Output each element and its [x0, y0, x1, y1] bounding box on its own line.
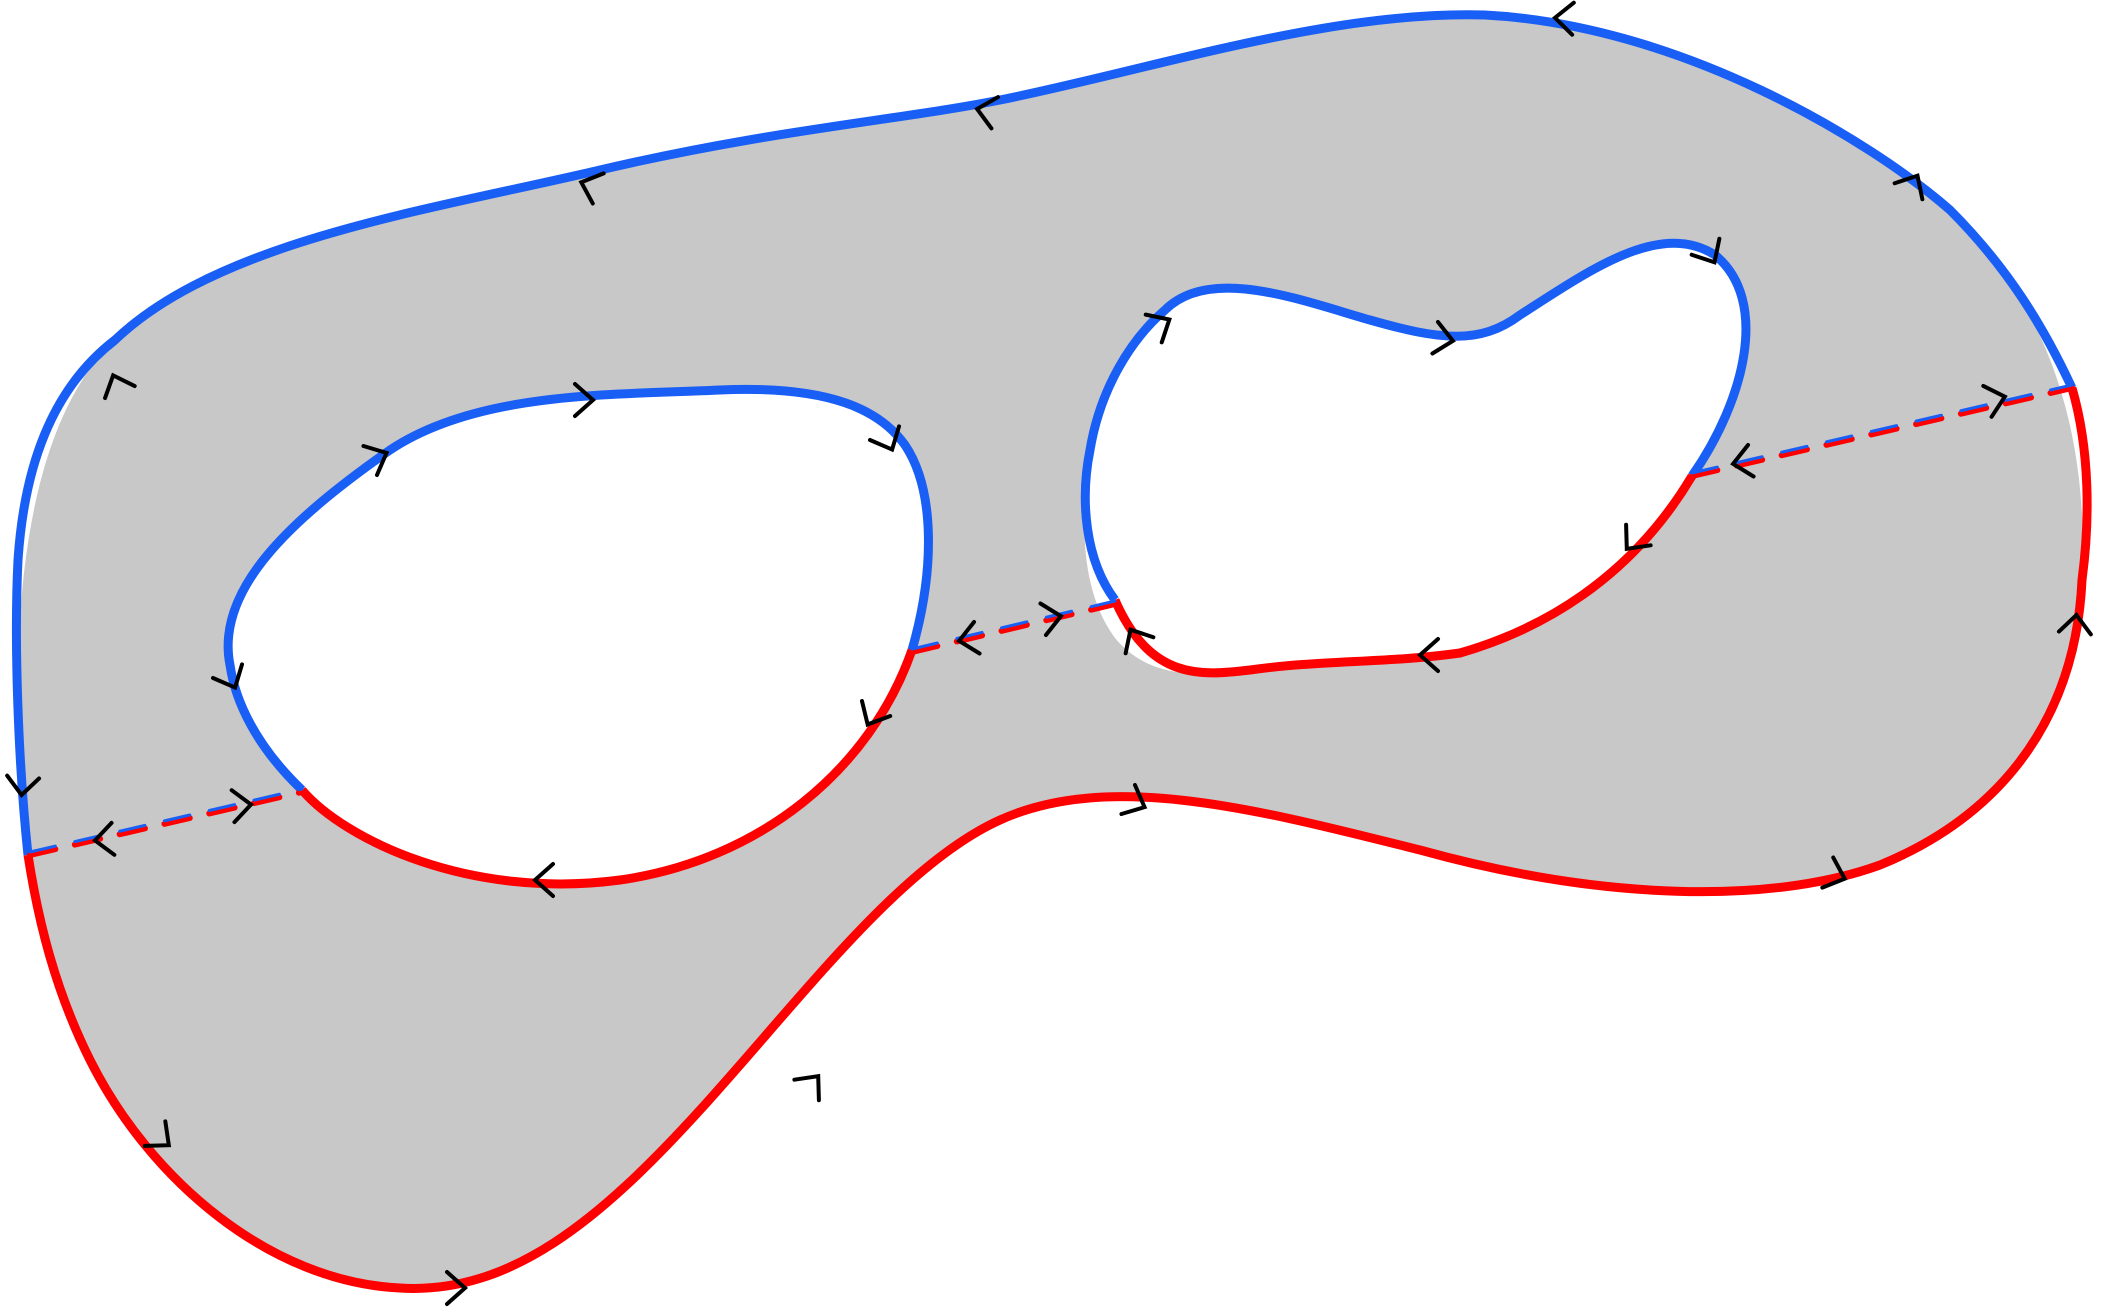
orientation-arrow-icon — [531, 862, 555, 898]
orientation-arrow-icon — [1123, 627, 1156, 656]
orientation-arrow-icon — [1416, 637, 1440, 673]
orientation-arrow-icon — [974, 95, 1001, 131]
cut-right-red — [1689, 385, 2075, 479]
cut-middle-red — [909, 601, 1118, 655]
orientation-arrow-icon — [1143, 312, 1172, 345]
cut-right-blue — [1690, 383, 2074, 475]
cut-left — [27, 787, 305, 858]
cut-left-red — [27, 789, 305, 858]
orientation-arrow-icon — [5, 773, 42, 798]
left-hole-boundary-blue — [223, 384, 933, 794]
orientation-arrow-icon — [103, 372, 137, 401]
orientation-arrow-icon — [211, 662, 245, 691]
right-hole-boundary-blue — [1080, 238, 1751, 603]
cut-left-blue — [28, 787, 304, 854]
left-hole-boundary-red — [298, 648, 917, 889]
orientation-arrow-icon — [1981, 383, 2008, 419]
orientation-arrow-icon — [1430, 319, 1456, 356]
orientation-arrow-icon — [1624, 522, 1653, 552]
orientation-arrow-icon — [956, 619, 982, 656]
orientation-arrow-icon — [1119, 783, 1148, 817]
gray-surface — [17, 14, 2083, 1289]
cut-right — [1689, 383, 2075, 479]
orientation-arrow-icon — [1730, 442, 1756, 479]
right-hole-boundary-red — [1110, 473, 1696, 678]
orientation-arrow-icon — [2056, 612, 2093, 637]
orientation-arrow-icon — [1552, 0, 1576, 37]
outer-boundary-blue — [11, 10, 2077, 856]
orientation-arrow-icon — [578, 171, 606, 206]
orientation-arrow-icon — [1820, 855, 1848, 890]
orientation-arrow-icon — [868, 424, 902, 453]
orientation-arrow-icon — [361, 443, 390, 477]
orientation-arrow-icon — [1689, 236, 1722, 265]
cut-middle — [909, 599, 1118, 655]
orientation-arrow-icon — [142, 1119, 172, 1148]
cut-middle-blue — [910, 599, 1117, 651]
orientation-arrow-icon — [229, 788, 254, 825]
outer-boundary-red — [23, 386, 2092, 1293]
orientation-arrow-icon — [92, 820, 117, 857]
orientation-arrow-icon — [792, 1073, 821, 1103]
orientation-arrow-icon — [859, 699, 893, 728]
orientation-arrow-icon — [573, 382, 597, 418]
orientation-arrow-icon — [445, 1270, 469, 1306]
orientation-arrow-icon — [1892, 173, 1925, 202]
orientation-arrow-icon — [1038, 601, 1064, 638]
orientation-arrows — [5, 0, 2093, 1306]
